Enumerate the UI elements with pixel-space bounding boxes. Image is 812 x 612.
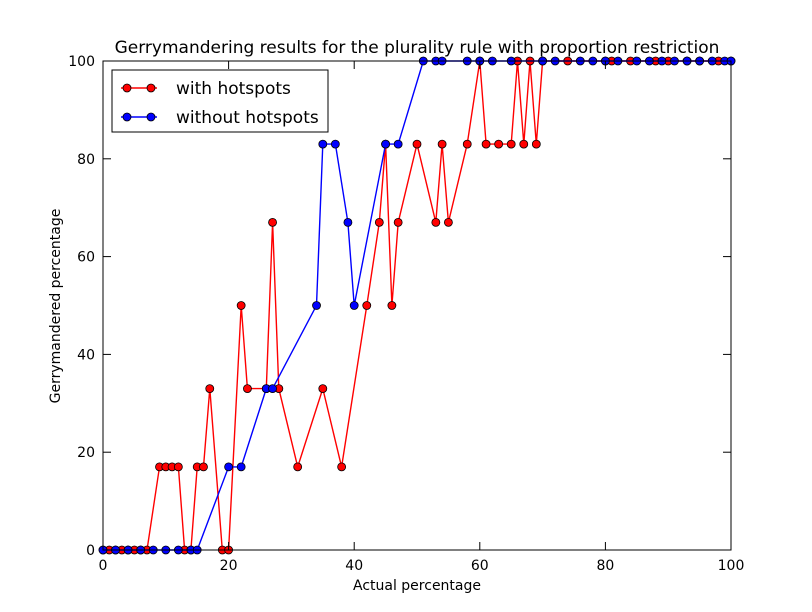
data-point xyxy=(293,462,303,472)
data-point xyxy=(443,217,453,227)
data-point xyxy=(531,139,541,149)
y-tick-label: 100 xyxy=(68,54,95,70)
data-point xyxy=(349,301,359,310)
x-tick-label: 40 xyxy=(345,558,363,574)
data-point xyxy=(243,384,252,394)
data-point xyxy=(343,217,353,227)
chart-title: Gerrymandering results for the plurality… xyxy=(115,38,720,58)
x-tick-label: 0 xyxy=(99,558,108,574)
data-point xyxy=(393,217,403,227)
data-point xyxy=(330,139,340,149)
legend-label: without hotspots xyxy=(176,108,319,128)
data-point xyxy=(318,139,328,149)
x-axis-label: Actual percentage xyxy=(353,578,481,594)
data-point xyxy=(412,139,422,149)
y-tick-label: 80 xyxy=(77,152,95,168)
x-tick-label: 100 xyxy=(718,558,745,574)
data-point xyxy=(224,462,234,472)
data-point xyxy=(431,217,441,227)
data-point xyxy=(173,462,183,472)
series-line-0 xyxy=(103,60,731,551)
y-tick-label: 60 xyxy=(77,250,95,266)
series-line-1 xyxy=(103,60,731,551)
x-tick-label: 60 xyxy=(471,558,489,574)
data-point xyxy=(236,301,246,310)
data-point xyxy=(268,384,277,394)
x-tick-label: 80 xyxy=(596,558,614,574)
legend: with hotspots without hotspots xyxy=(111,69,329,133)
legend-marker xyxy=(146,112,156,122)
y-tick-label: 40 xyxy=(77,347,95,363)
y-tick-label: 20 xyxy=(77,445,95,461)
data-point xyxy=(381,139,391,149)
data-point xyxy=(374,217,384,227)
data-point xyxy=(318,384,328,394)
y-axis-label: Gerrymandered percentage xyxy=(48,209,64,404)
data-point xyxy=(199,462,208,472)
y-tick-label: 0 xyxy=(86,543,95,559)
data-point xyxy=(393,139,403,149)
data-point xyxy=(462,139,472,149)
plot-frame xyxy=(102,60,732,551)
data-point xyxy=(481,139,491,149)
data-point xyxy=(437,139,447,149)
data-point xyxy=(494,139,504,149)
data-point xyxy=(362,301,372,310)
legend-marker xyxy=(122,83,132,93)
legend-label: with hotspots xyxy=(176,79,291,99)
data-point xyxy=(312,301,321,310)
legend-marker xyxy=(146,83,156,93)
data-point xyxy=(236,462,246,472)
data-point xyxy=(268,217,277,227)
data-point xyxy=(337,462,347,472)
x-tick-label: 20 xyxy=(220,558,238,574)
data-point xyxy=(205,384,215,394)
data-point xyxy=(506,139,516,149)
legend-box xyxy=(111,69,329,133)
legend-marker xyxy=(122,112,132,122)
data-point xyxy=(387,301,397,310)
data-point xyxy=(519,139,529,149)
